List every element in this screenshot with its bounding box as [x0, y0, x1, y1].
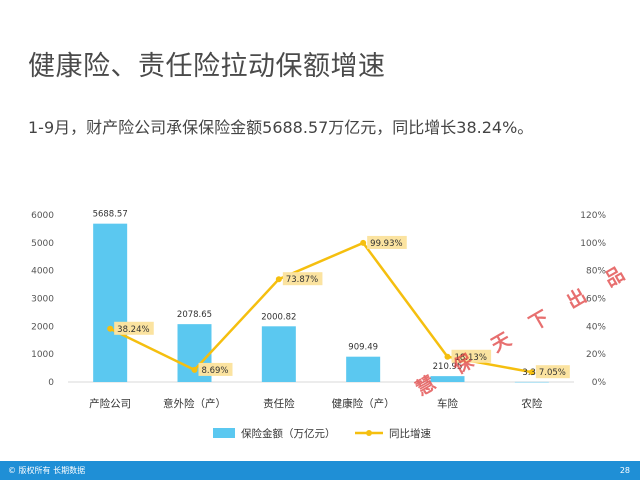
- x-tick-label: 产险公司: [89, 397, 131, 410]
- footer-bar: © 版权所有 长期数据 28: [0, 461, 640, 480]
- y-right-tick-label: 60%: [586, 295, 606, 305]
- legend-line-label: 同比增速: [389, 427, 431, 440]
- growth-point-2: [275, 276, 282, 283]
- growth-value-label-2: 73.87%: [286, 275, 318, 285]
- page-subtitle: 1-9月，财产险公司承保保险金额5688.57万亿元，同比增长38.24%。: [28, 118, 534, 137]
- page-title: 健康险、责任险拉动保额增速: [28, 51, 386, 82]
- growth-point-1: [191, 366, 198, 373]
- y-right-tick-label: 40%: [586, 322, 606, 332]
- growth-point-5: [528, 369, 535, 376]
- growth-point-4: [444, 353, 451, 360]
- x-tick-label: 责任险: [263, 397, 295, 410]
- legend-bar-label: 保险金额（万亿元）: [241, 427, 336, 440]
- growth-label-bg-5: [535, 365, 570, 379]
- bar-3: [346, 356, 381, 382]
- growth-value-label-3: 99.93%: [370, 239, 402, 249]
- y-right-tick-label: 100%: [580, 239, 606, 249]
- y-left-tick-label: 5000: [31, 239, 54, 249]
- bar-4: [430, 376, 465, 382]
- y-left-tick-label: 6000: [31, 211, 54, 221]
- y-left-tick-label: 2000: [31, 322, 54, 332]
- y-left-tick-label: 4000: [31, 267, 54, 277]
- growth-label-bg-1: [198, 362, 233, 376]
- y-right-tick-label: 120%: [580, 211, 606, 221]
- legend-line-marker: [366, 430, 372, 436]
- combo-chart: 0 1000 2000 3000 4000 5000 6000 0% 20% 40% 60% 80% 1…: [31, 210, 607, 440]
- growth-value-label-5: 7.05%: [539, 368, 566, 378]
- x-tick-label: 健康险（产）: [332, 397, 395, 410]
- growth-label-bg-4: [451, 349, 492, 363]
- y-left-tick-label: 1000: [31, 350, 54, 360]
- growth-value-label-0: 38.24%: [117, 325, 149, 335]
- y-right-tick-label: 80%: [586, 267, 606, 277]
- bar-value-label-4: 210.95: [433, 362, 463, 372]
- bar-value-label-0: 5688.57: [93, 210, 128, 220]
- growth-value-label-4: 18.13%: [455, 353, 487, 363]
- y-right-tick-label: 0%: [592, 378, 607, 388]
- growth-label-bg-0: [114, 321, 154, 335]
- y-right-tick-label: 20%: [586, 350, 606, 360]
- bar-5: [514, 381, 549, 383]
- growth-point-3: [360, 239, 367, 246]
- y-left-tick-label: 0: [48, 378, 54, 388]
- bar-value-label-2: 2000.82: [261, 312, 296, 322]
- bar-value-label-1: 2078.65: [177, 310, 212, 320]
- footer-copyright: © 版权所有 长期数据: [8, 466, 86, 475]
- growth-point-0: [107, 325, 114, 332]
- bar-value-label-3: 909.49: [348, 343, 378, 353]
- bar-2: [261, 326, 296, 382]
- x-tick-label: 农险: [521, 397, 542, 410]
- growth-label-bg-2: [282, 272, 323, 286]
- x-tick-label: 车险: [437, 397, 458, 410]
- bar-0: [93, 223, 128, 382]
- bar-value-label-5: 3.31: [522, 368, 541, 378]
- legend-bar-swatch: [213, 428, 235, 438]
- x-tick-label: 意外险（产）: [163, 397, 226, 410]
- y-left-tick-label: 3000: [31, 295, 54, 305]
- growth-value-label-1: 8.69%: [202, 366, 229, 376]
- page-number: 28: [619, 466, 630, 475]
- growth-label-bg-3: [367, 235, 407, 249]
